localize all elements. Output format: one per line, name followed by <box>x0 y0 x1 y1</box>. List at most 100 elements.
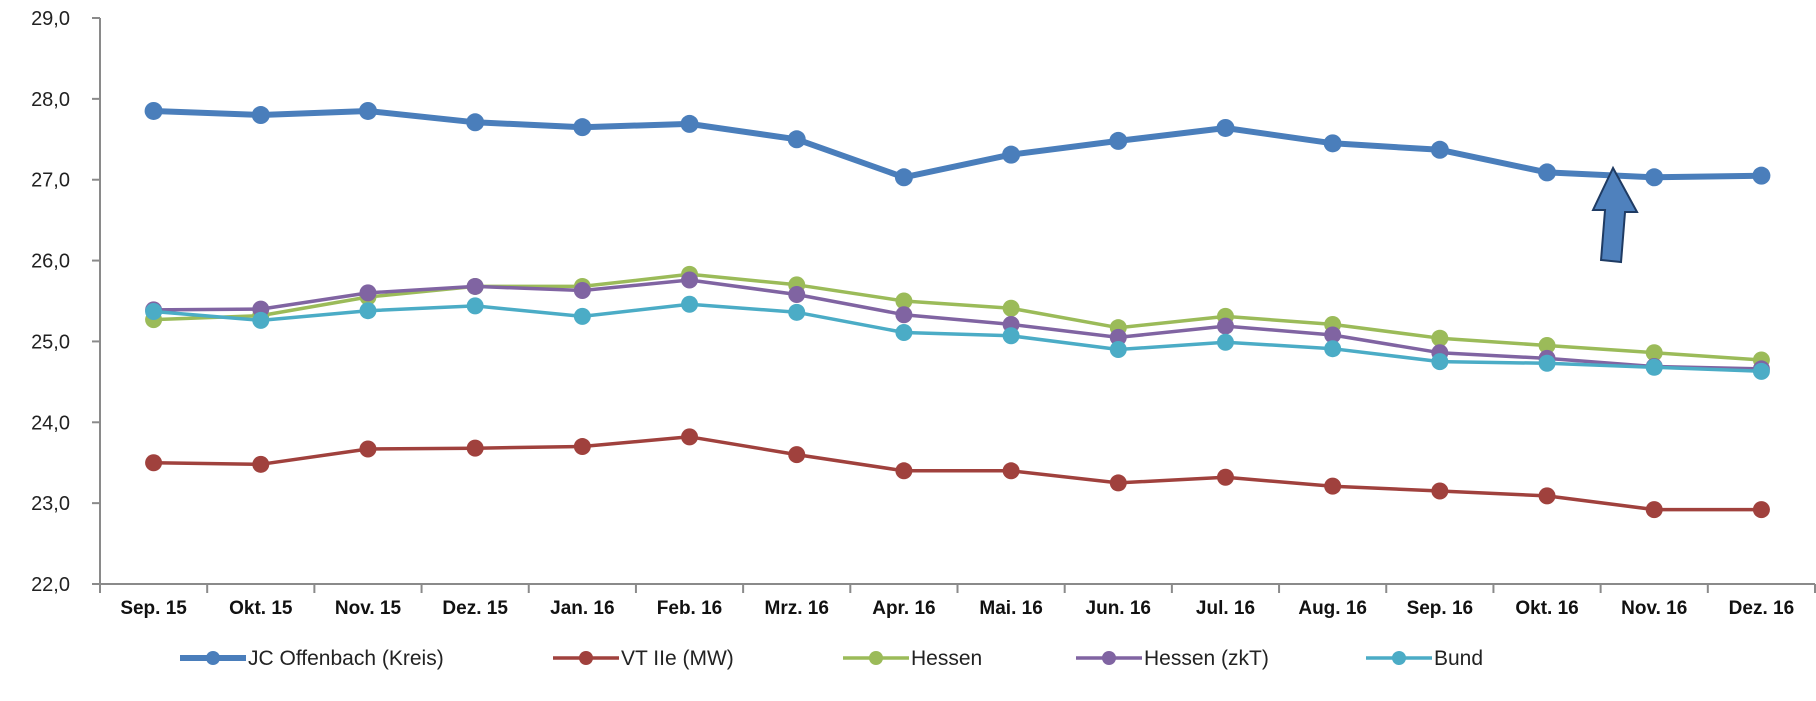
data-point <box>895 462 913 480</box>
legend-marker <box>206 651 220 665</box>
data-point <box>1538 487 1556 505</box>
data-point <box>681 271 699 289</box>
data-point <box>573 281 591 299</box>
legend-marker <box>869 651 883 665</box>
x-tick-label: Aug. 16 <box>1298 598 1367 619</box>
data-point <box>144 101 163 120</box>
y-tick-label: 25,0 <box>31 331 70 353</box>
annotation-layer <box>1591 165 1639 264</box>
data-point <box>1216 118 1235 137</box>
y-tick-label: 22,0 <box>31 574 70 596</box>
series-4 <box>145 295 1770 380</box>
data-point <box>788 303 806 321</box>
series-0 <box>144 101 1771 187</box>
data-point <box>1752 362 1770 380</box>
data-point <box>466 113 485 132</box>
series-line <box>151 435 1764 512</box>
x-tick-label: Nov. 16 <box>1621 598 1687 619</box>
data-point <box>1109 131 1128 150</box>
data-point <box>466 439 484 457</box>
y-tick-label: 27,0 <box>31 170 70 192</box>
data-point <box>573 118 592 137</box>
y-tick-label: 28,0 <box>31 89 70 111</box>
legend-item: Bund <box>1366 647 1483 670</box>
data-point <box>1538 354 1556 372</box>
legend: JC Offenbach (Kreis) VT IIe (MW) Hessen Hes… <box>180 647 1483 670</box>
data-point <box>788 446 806 464</box>
data-point <box>787 130 806 149</box>
legend-label: Hessen (zkT) <box>1144 647 1269 670</box>
legend-item: VT IIe (MW) <box>553 647 734 670</box>
x-tick-label: Sep. 15 <box>120 598 187 619</box>
data-point <box>894 168 913 187</box>
up-arrow-annotation <box>1591 165 1639 264</box>
data-point <box>1002 145 1021 164</box>
legend-label: VT IIe (MW) <box>621 647 734 670</box>
legend-marker <box>1102 651 1116 665</box>
data-point <box>1324 340 1342 358</box>
x-tick-label: Jan. 16 <box>550 598 614 619</box>
data-point <box>1538 163 1557 182</box>
x-axis-ticks: Sep. 15 Okt. 15 Nov. 15 Dez. 15 Jan. 16 Feb. … <box>99 584 1816 619</box>
x-tick-label: Dez. 16 <box>1729 598 1794 619</box>
data-point <box>1645 501 1663 519</box>
y-tick-label: 23,0 <box>31 493 70 515</box>
data-point <box>895 324 913 342</box>
series-line <box>150 108 1765 181</box>
series-layer <box>144 101 1771 519</box>
data-point <box>251 106 270 125</box>
data-point <box>680 114 699 133</box>
legend-marker <box>579 651 593 665</box>
data-point <box>573 438 591 456</box>
series-2 <box>145 265 1770 369</box>
y-tick-label: 24,0 <box>31 412 70 434</box>
legend-label: JC Offenbach (Kreis) <box>248 647 444 670</box>
data-point <box>1752 166 1771 185</box>
data-point <box>681 295 699 313</box>
series-line <box>151 278 1764 371</box>
data-point <box>466 297 484 315</box>
legend-item: Hessen <box>843 647 982 670</box>
data-point <box>1109 341 1127 359</box>
x-tick-label: Mai. 16 <box>979 598 1042 619</box>
data-point <box>358 101 377 120</box>
data-point <box>466 277 484 295</box>
x-tick-label: Mrz. 16 <box>765 598 829 619</box>
data-point <box>1645 344 1663 362</box>
legend-label: Bund <box>1434 647 1483 670</box>
data-point <box>1324 326 1342 344</box>
x-tick-label: Sep. 16 <box>1407 598 1474 619</box>
data-point <box>1324 477 1342 495</box>
x-tick-label: Nov. 15 <box>335 598 402 619</box>
y-tick-label: 26,0 <box>31 251 70 273</box>
data-point <box>1216 333 1234 351</box>
data-point <box>1002 462 1020 480</box>
data-point <box>1002 327 1020 345</box>
data-point <box>359 440 377 458</box>
series-line <box>151 272 1764 362</box>
data-point <box>1002 299 1020 317</box>
data-point <box>252 311 270 329</box>
data-point <box>145 303 163 321</box>
legend-label: Hessen <box>911 647 982 670</box>
y-tick-label: 29,0 <box>31 8 70 30</box>
data-point <box>1109 328 1127 346</box>
data-point <box>1216 468 1234 486</box>
data-point <box>1645 358 1663 376</box>
x-tick-label: Jul. 16 <box>1196 598 1255 619</box>
data-point <box>895 306 913 324</box>
data-point <box>1430 140 1449 159</box>
x-tick-label: Feb. 16 <box>657 598 722 619</box>
legend-marker <box>1392 651 1406 665</box>
x-tick-label: Apr. 16 <box>872 598 935 619</box>
x-tick-label: Okt. 16 <box>1515 598 1578 619</box>
series-line <box>151 302 1764 374</box>
data-point <box>252 455 270 473</box>
data-point <box>1431 329 1449 347</box>
data-point <box>359 284 377 302</box>
data-point <box>1216 317 1234 335</box>
data-point <box>895 292 913 310</box>
data-point <box>788 286 806 304</box>
